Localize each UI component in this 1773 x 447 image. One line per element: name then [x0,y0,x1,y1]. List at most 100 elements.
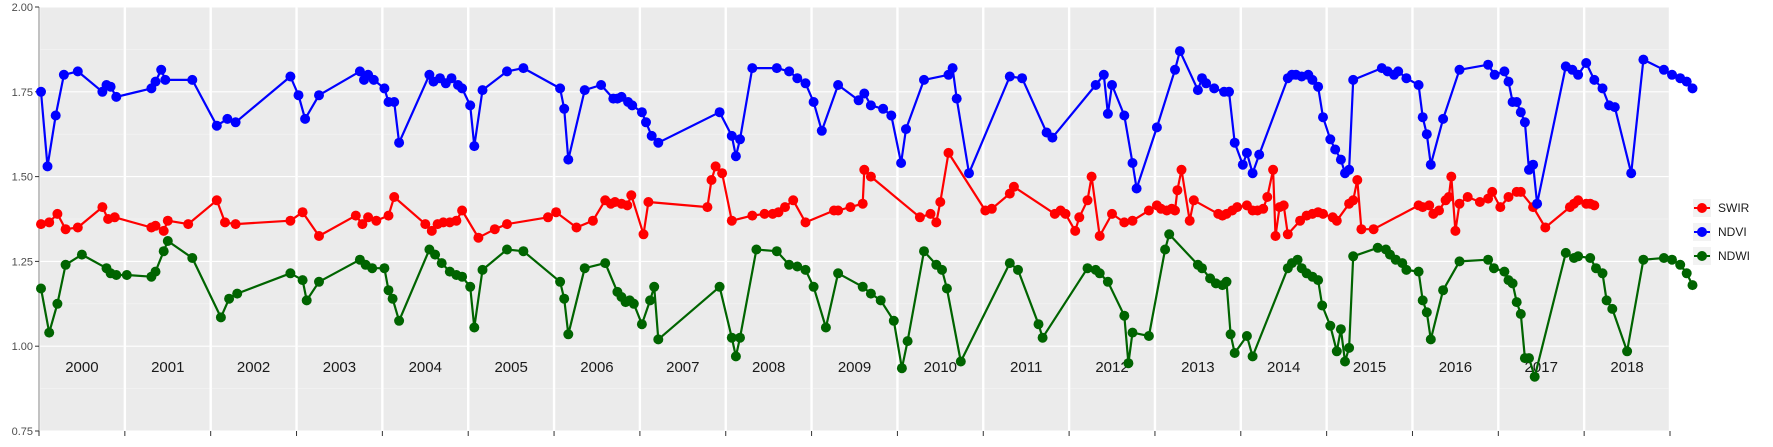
data-point-ndwi [784,259,795,270]
data-point-ndwi [1229,348,1240,358]
data-point-ndwi [579,263,590,274]
year-label: 2001 [151,359,184,376]
year-label: 2011 [1010,359,1042,376]
data-point-ndvi [58,69,69,80]
data-point-ndvi [886,110,897,121]
data-point-ndvi [1325,134,1336,145]
data-point-ndwi [187,253,198,263]
legend-label: NDVI [1718,225,1747,239]
data-point-ndvi [368,74,379,85]
year-label: 2000 [65,359,98,376]
data-point-ndwi [896,363,907,374]
data-point-swir [220,217,230,228]
data-point-swir [52,208,63,219]
data-point-ndwi [726,332,737,343]
data-point-ndwi [367,263,378,274]
data-point-ndvi [1201,78,1212,89]
data-point-ndvi [1401,73,1412,84]
data-point-swir [389,192,400,202]
data-point-ndvi [1499,66,1510,77]
data-point-ndvi [1573,69,1584,80]
data-point-swir [1278,200,1289,211]
data-point-ndvi [1681,76,1692,87]
data-point-ndvi [1017,73,1028,84]
data-point-swir [833,205,844,216]
data-point-swir [1258,203,1269,214]
data-point-ndvi [1687,83,1698,94]
data-point-ndwi [1317,300,1328,311]
data-point-ndwi [1488,263,1499,274]
data-point-ndwi [1221,276,1232,287]
data-point-ndvi [1519,117,1530,128]
data-point-swir [489,224,500,235]
data-point-ndvi [230,117,241,128]
data-point-ndvi [1658,64,1669,75]
data-point-ndwi [563,329,574,340]
data-point-ndvi [1489,69,1500,80]
data-point-ndwi [1507,278,1518,289]
data-point-ndwi [44,327,55,338]
data-point-ndvi [1229,137,1240,148]
data-point-swir [1540,222,1551,233]
data-point-ndvi [1393,66,1404,77]
data-point-ndvi [379,83,390,94]
data-point-ndvi [1421,129,1432,140]
data-point-ndwi [121,270,132,280]
data-point-ndvi [1307,74,1318,85]
data-point-ndwi [465,281,476,292]
data-point-ndwi [224,293,235,304]
data-point-ndwi [649,281,660,292]
data-point-swir [363,212,374,223]
data-point-swir [1318,208,1328,219]
year-label: 2014 [1267,359,1300,376]
data-point-ndvi [477,85,488,96]
data-point-ndwi [1573,251,1584,262]
data-point-ndvi [1119,110,1130,121]
data-point-ndvi [211,120,222,131]
data-point-swir [457,205,468,216]
data-point-swir [702,202,713,213]
data-point-swir [1232,202,1243,213]
y-tick-label: 1.25 [12,256,33,268]
data-point-swir [1454,198,1465,209]
data-point-ndvi [747,63,758,74]
data-point-ndwi [1597,268,1608,279]
data-point-swir [638,229,649,240]
data-point-ndvi [36,86,46,97]
data-point-ndvi [502,66,512,77]
data-point-ndwi [1483,254,1494,265]
year-label: 2009 [838,359,871,376]
data-point-swir [551,207,562,218]
data-point-swir [350,210,361,221]
data-point-ndvi [1638,54,1649,65]
data-point-ndvi [1318,112,1328,123]
data-point-swir [935,197,946,207]
year-label: 2002 [237,359,270,376]
data-point-swir [780,202,790,213]
y-tick-label: 1.00 [12,341,33,353]
data-point-swir [1086,171,1097,182]
data-point-ndwi [1102,276,1113,287]
data-point-ndvi [160,74,171,85]
data-point-swir [1268,164,1279,175]
data-point-ndwi [1340,356,1350,367]
data-point-ndvi [771,63,782,74]
data-point-ndwi [430,249,441,260]
data-point-ndvi [150,76,161,87]
legend-label: SWIR [1718,201,1750,215]
data-point-ndvi [896,158,907,168]
data-point-ndvi [446,73,457,84]
data-point-ndvi [457,83,468,94]
data-point-ndwi [808,281,819,292]
data-point-ndvi [1417,112,1428,123]
data-point-swir [1143,205,1154,216]
data-point-ndvi [951,93,962,104]
data-point-swir [183,219,194,230]
data-point-ndwi [36,283,46,294]
data-point-ndvi [1254,149,1265,160]
data-point-ndwi [1454,256,1465,267]
data-point-swir [931,217,942,228]
data-point-swir [1368,224,1379,235]
